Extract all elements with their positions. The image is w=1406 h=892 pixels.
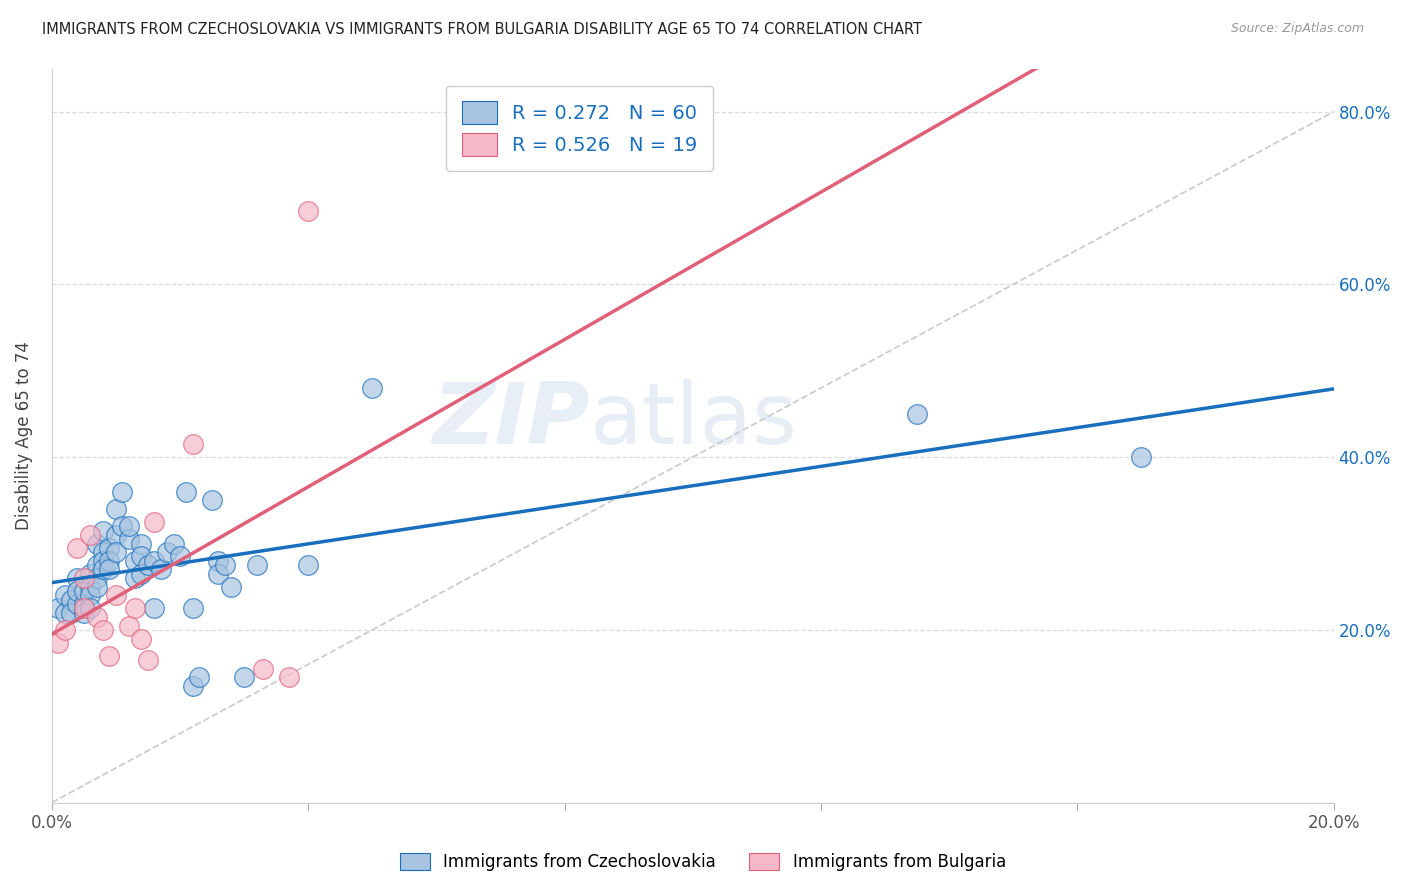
Point bbox=[79, 566, 101, 581]
Point bbox=[207, 566, 229, 581]
Point bbox=[73, 597, 96, 611]
Point bbox=[98, 554, 121, 568]
Point bbox=[86, 536, 108, 550]
Point bbox=[136, 653, 159, 667]
Point bbox=[66, 584, 89, 599]
Point bbox=[131, 632, 153, 646]
Point bbox=[91, 554, 114, 568]
Point bbox=[73, 606, 96, 620]
Point bbox=[181, 679, 204, 693]
Point bbox=[91, 562, 114, 576]
Point bbox=[118, 519, 141, 533]
Point bbox=[104, 528, 127, 542]
Point bbox=[73, 584, 96, 599]
Point bbox=[104, 502, 127, 516]
Point bbox=[79, 580, 101, 594]
Point bbox=[59, 592, 82, 607]
Point bbox=[79, 588, 101, 602]
Point bbox=[98, 648, 121, 663]
Point bbox=[181, 437, 204, 451]
Point bbox=[136, 558, 159, 573]
Point bbox=[207, 554, 229, 568]
Y-axis label: Disability Age 65 to 74: Disability Age 65 to 74 bbox=[15, 341, 32, 530]
Point bbox=[201, 493, 224, 508]
Point bbox=[246, 558, 269, 573]
Point bbox=[143, 515, 166, 529]
Point bbox=[1130, 450, 1153, 464]
Point bbox=[53, 623, 76, 637]
Point bbox=[162, 536, 184, 550]
Point bbox=[86, 571, 108, 585]
Point bbox=[73, 571, 96, 585]
Point bbox=[188, 670, 211, 684]
Point bbox=[214, 558, 236, 573]
Point bbox=[118, 618, 141, 632]
Point bbox=[297, 204, 319, 219]
Point bbox=[131, 566, 153, 581]
Legend: Immigrants from Czechoslovakia, Immigrants from Bulgaria: Immigrants from Czechoslovakia, Immigran… bbox=[392, 845, 1014, 880]
Point bbox=[91, 524, 114, 538]
Point bbox=[131, 536, 153, 550]
Point bbox=[104, 588, 127, 602]
Point bbox=[66, 571, 89, 585]
Point bbox=[297, 558, 319, 573]
Point bbox=[143, 601, 166, 615]
Point bbox=[277, 670, 299, 684]
Point bbox=[905, 407, 928, 421]
Point bbox=[169, 549, 191, 564]
Point bbox=[86, 558, 108, 573]
Point bbox=[86, 580, 108, 594]
Point bbox=[156, 545, 179, 559]
Point bbox=[181, 601, 204, 615]
Point bbox=[124, 571, 146, 585]
Point bbox=[149, 562, 172, 576]
Point bbox=[46, 636, 69, 650]
Point bbox=[176, 484, 198, 499]
Text: IMMIGRANTS FROM CZECHOSLOVAKIA VS IMMIGRANTS FROM BULGARIA DISABILITY AGE 65 TO : IMMIGRANTS FROM CZECHOSLOVAKIA VS IMMIGR… bbox=[42, 22, 922, 37]
Point bbox=[131, 549, 153, 564]
Point bbox=[98, 562, 121, 576]
Point bbox=[46, 601, 69, 615]
Point bbox=[79, 601, 101, 615]
Point bbox=[91, 545, 114, 559]
Point bbox=[361, 381, 384, 395]
Point bbox=[233, 670, 256, 684]
Point bbox=[86, 610, 108, 624]
Point bbox=[66, 541, 89, 555]
Point bbox=[124, 601, 146, 615]
Point bbox=[104, 545, 127, 559]
Text: atlas: atlas bbox=[591, 379, 799, 462]
Point bbox=[252, 662, 274, 676]
Text: Source: ZipAtlas.com: Source: ZipAtlas.com bbox=[1230, 22, 1364, 36]
Point bbox=[53, 606, 76, 620]
Point bbox=[66, 597, 89, 611]
Point bbox=[53, 588, 76, 602]
Point bbox=[118, 532, 141, 546]
Point bbox=[79, 528, 101, 542]
Point bbox=[98, 541, 121, 555]
Point bbox=[111, 519, 134, 533]
Point bbox=[219, 580, 242, 594]
Point bbox=[59, 606, 82, 620]
Point bbox=[111, 484, 134, 499]
Point bbox=[91, 623, 114, 637]
Point bbox=[73, 601, 96, 615]
Point bbox=[124, 554, 146, 568]
Legend: R = 0.272   N = 60, R = 0.526   N = 19: R = 0.272 N = 60, R = 0.526 N = 19 bbox=[446, 86, 713, 171]
Point bbox=[143, 554, 166, 568]
Text: ZIP: ZIP bbox=[433, 379, 591, 462]
